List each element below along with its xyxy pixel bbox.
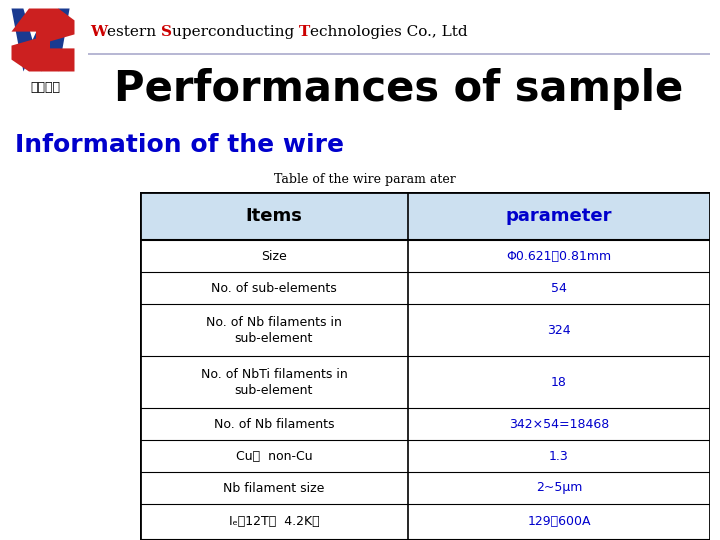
Polygon shape (12, 9, 74, 71)
Text: W: W (90, 25, 107, 39)
Text: 129～600A: 129～600A (527, 515, 590, 528)
Text: No. of sub-elements: No. of sub-elements (211, 281, 337, 294)
Text: uperconducting: uperconducting (172, 25, 300, 39)
Text: Table of the wire param ater: Table of the wire param ater (274, 172, 456, 186)
Text: Cu：  non-Cu: Cu： non-Cu (235, 449, 312, 462)
Text: 54: 54 (551, 281, 567, 294)
Text: T: T (300, 25, 310, 39)
Text: estern: estern (107, 25, 161, 39)
Bar (140, 192, 710, 240)
Text: 西部超导: 西部超导 (30, 81, 60, 94)
Text: 2~5μm: 2~5μm (536, 482, 582, 495)
Polygon shape (12, 9, 70, 71)
Text: Performances of sample: Performances of sample (114, 68, 683, 110)
Text: 18: 18 (551, 375, 567, 388)
Text: 342×54=18468: 342×54=18468 (509, 417, 609, 430)
Text: Nb filament size: Nb filament size (223, 482, 325, 495)
Text: echnologies Co., Ltd: echnologies Co., Ltd (310, 25, 468, 39)
Text: S: S (161, 25, 172, 39)
Text: 324: 324 (547, 323, 571, 336)
Text: No. of Nb filaments: No. of Nb filaments (214, 417, 334, 430)
Text: Items: Items (246, 207, 302, 225)
Text: No. of Nb filaments in
sub-element: No. of Nb filaments in sub-element (206, 315, 342, 345)
Text: parameter: parameter (505, 207, 612, 225)
Text: Iₑ（12T，  4.2K）: Iₑ（12T， 4.2K） (229, 515, 319, 528)
Text: Φ0.621～0.81mm: Φ0.621～0.81mm (506, 249, 611, 262)
Text: Size: Size (261, 249, 287, 262)
Text: Information of the wire: Information of the wire (15, 133, 344, 158)
Text: 1.3: 1.3 (549, 449, 569, 462)
Text: No. of NbTi filaments in
sub-element: No. of NbTi filaments in sub-element (201, 368, 347, 396)
